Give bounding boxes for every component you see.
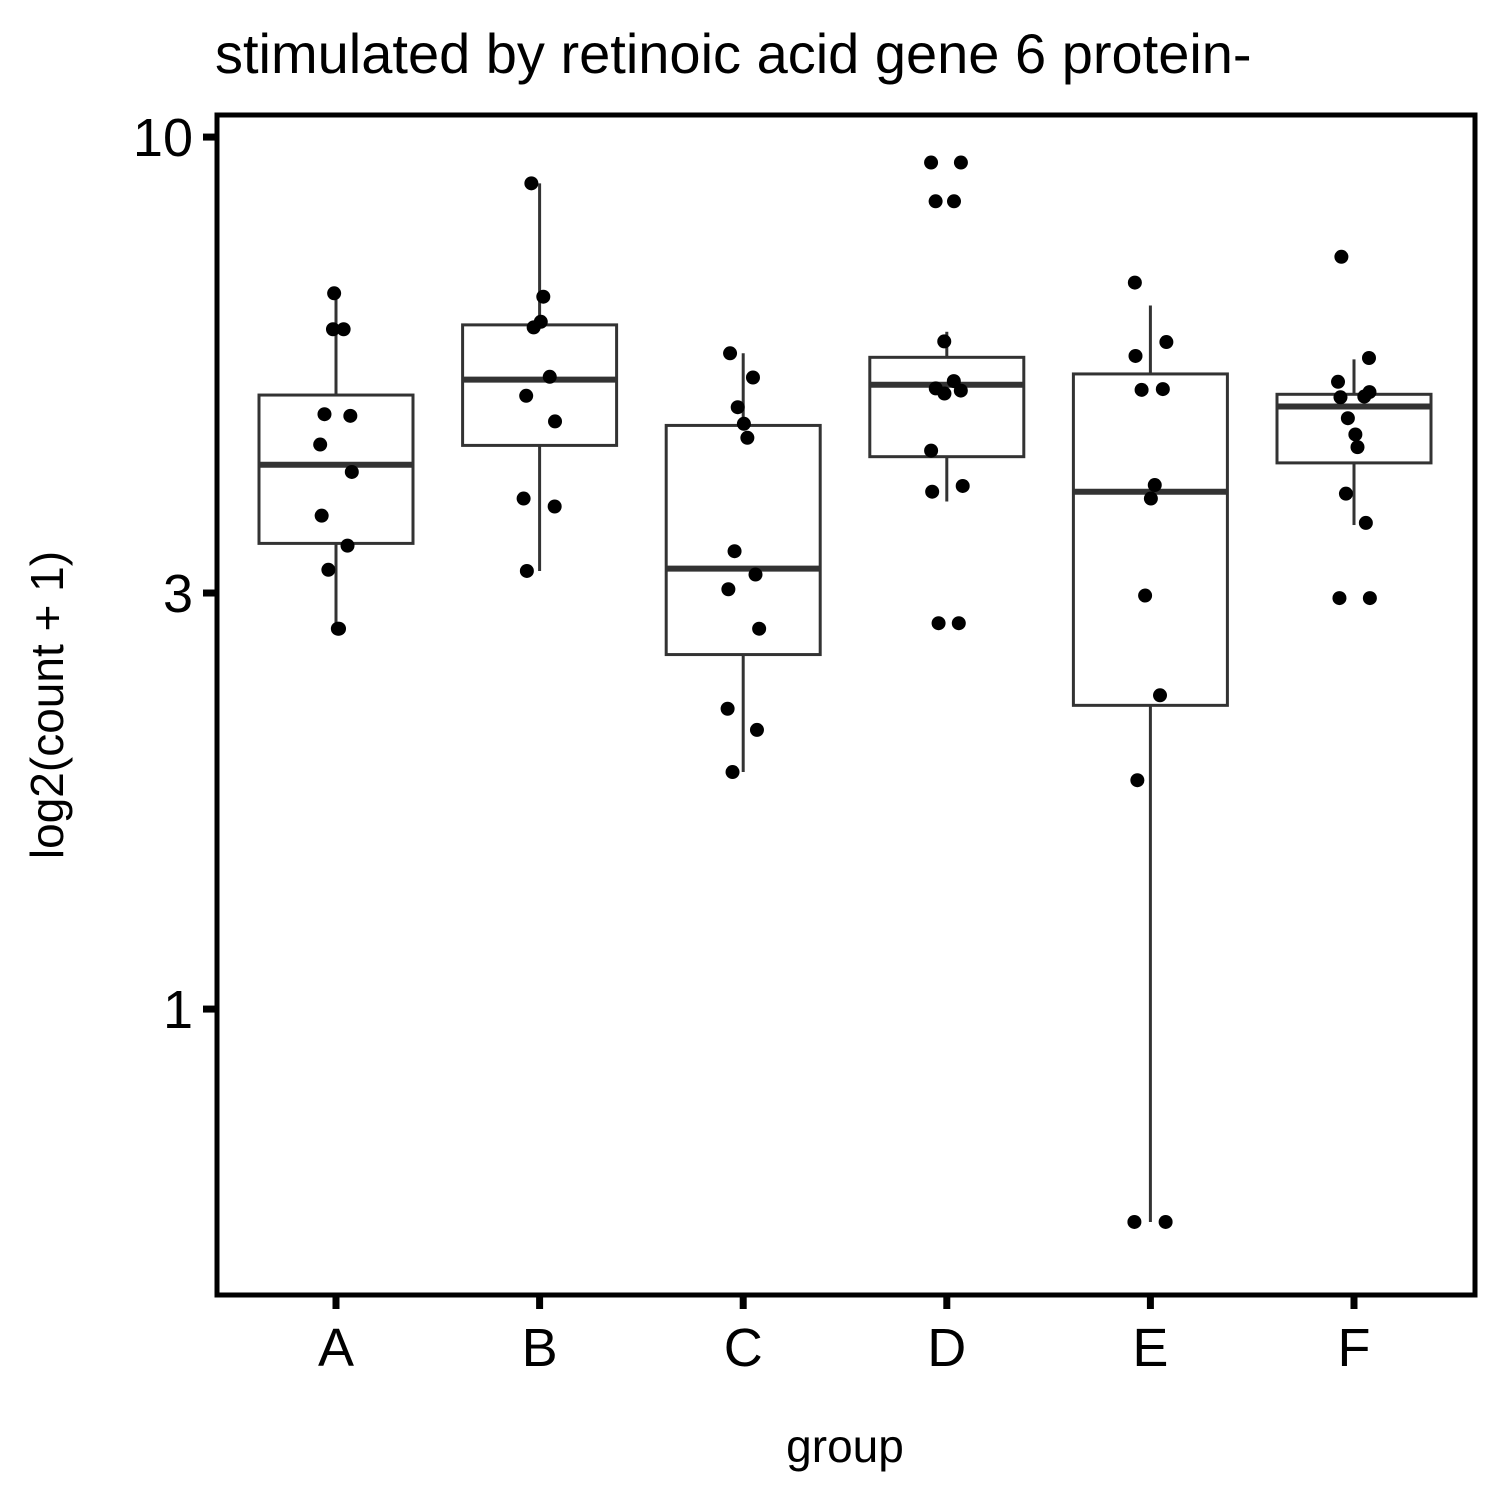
data-point-A — [337, 322, 351, 336]
x-tick-label: D — [927, 1318, 966, 1378]
data-point-B — [536, 290, 550, 304]
data-point-C — [749, 568, 763, 582]
box-D — [870, 357, 1024, 456]
data-point-A — [331, 622, 345, 636]
data-point-C — [726, 765, 740, 779]
data-point-A — [321, 563, 335, 577]
x-axis-label: group — [786, 1420, 904, 1472]
box-group-C — [666, 353, 820, 772]
data-point-C — [731, 400, 745, 414]
data-point-A — [315, 509, 329, 523]
data-point-E — [1156, 382, 1170, 396]
x-tick-label: E — [1132, 1318, 1168, 1378]
data-point-C — [723, 346, 737, 360]
data-point-D — [954, 384, 968, 398]
data-point-E — [1159, 1215, 1173, 1229]
y-tick-label: 10 — [133, 108, 193, 168]
data-point-E — [1159, 335, 1173, 349]
data-point-C — [721, 702, 735, 716]
data-point-C — [728, 544, 742, 558]
data-point-F — [1334, 250, 1348, 264]
data-point-F — [1341, 411, 1355, 425]
x-tick-label: A — [318, 1318, 354, 1378]
data-point-E — [1144, 492, 1158, 506]
y-tick-label: 1 — [163, 980, 193, 1040]
x-axis: A B C D E F — [318, 1295, 1371, 1378]
data-point-D — [929, 381, 943, 395]
data-point-F — [1357, 390, 1371, 404]
data-point-C — [746, 370, 760, 384]
data-point-F — [1359, 516, 1373, 530]
x-tick-label: F — [1338, 1318, 1371, 1378]
data-point-F — [1363, 591, 1377, 605]
data-point-E — [1128, 276, 1142, 290]
data-point-D — [924, 444, 938, 458]
box-group-B — [463, 183, 617, 571]
data-point-D — [929, 194, 943, 208]
data-point-B — [548, 414, 562, 428]
data-point-F — [1351, 440, 1365, 454]
data-point-B — [548, 499, 562, 513]
data-point-D — [947, 194, 961, 208]
data-point-E — [1148, 478, 1162, 492]
box-A — [259, 395, 413, 543]
data-point-A — [313, 438, 327, 452]
data-point-F — [1362, 351, 1376, 365]
data-point-E — [1138, 589, 1152, 603]
data-point-A — [341, 539, 355, 553]
plot-area — [259, 156, 1431, 1229]
data-point-A — [345, 465, 359, 479]
data-point-E — [1127, 1215, 1141, 1229]
panel-frame — [217, 115, 1475, 1295]
data-point-E — [1135, 383, 1149, 397]
data-point-F — [1339, 487, 1353, 501]
data-point-F — [1348, 427, 1362, 441]
data-point-C — [752, 622, 766, 636]
data-point-B — [527, 320, 541, 334]
box-group-E — [1073, 305, 1227, 1221]
data-point-A — [327, 286, 341, 300]
data-point-F — [1331, 375, 1345, 389]
y-axis-label: log2(count + 1) — [21, 551, 73, 859]
box-E — [1073, 374, 1227, 705]
data-point-F — [1333, 390, 1347, 404]
box-group-D — [870, 332, 1024, 502]
data-point-B — [520, 564, 534, 578]
data-point-E — [1153, 688, 1167, 702]
y-tick-label: 3 — [163, 564, 193, 624]
data-point-C — [740, 431, 754, 445]
box-C — [666, 425, 820, 654]
data-point-D — [925, 485, 939, 499]
data-point-A — [343, 409, 357, 423]
data-point-C — [721, 582, 735, 596]
y-axis: 1 3 10 — [133, 108, 217, 1040]
data-point-B — [543, 370, 557, 384]
data-point-E — [1129, 349, 1143, 363]
data-point-D — [952, 616, 966, 630]
data-point-E — [1130, 773, 1144, 787]
x-tick-label: C — [724, 1318, 763, 1378]
data-point-C — [737, 417, 751, 431]
data-point-A — [317, 407, 331, 421]
data-point-D — [956, 479, 970, 493]
data-point-B — [524, 176, 538, 190]
data-point-B — [517, 492, 531, 506]
chart-title: stimulated by retinoic acid gene 6 prote… — [215, 22, 1252, 85]
x-tick-label: B — [522, 1318, 558, 1378]
data-point-D — [954, 156, 968, 170]
box-group-A — [259, 293, 413, 628]
data-point-F — [1332, 591, 1346, 605]
data-point-B — [519, 389, 533, 403]
box-B — [463, 325, 617, 446]
data-point-D — [937, 334, 951, 348]
data-point-C — [750, 723, 764, 737]
data-point-D — [924, 156, 938, 170]
data-point-D — [932, 616, 946, 630]
